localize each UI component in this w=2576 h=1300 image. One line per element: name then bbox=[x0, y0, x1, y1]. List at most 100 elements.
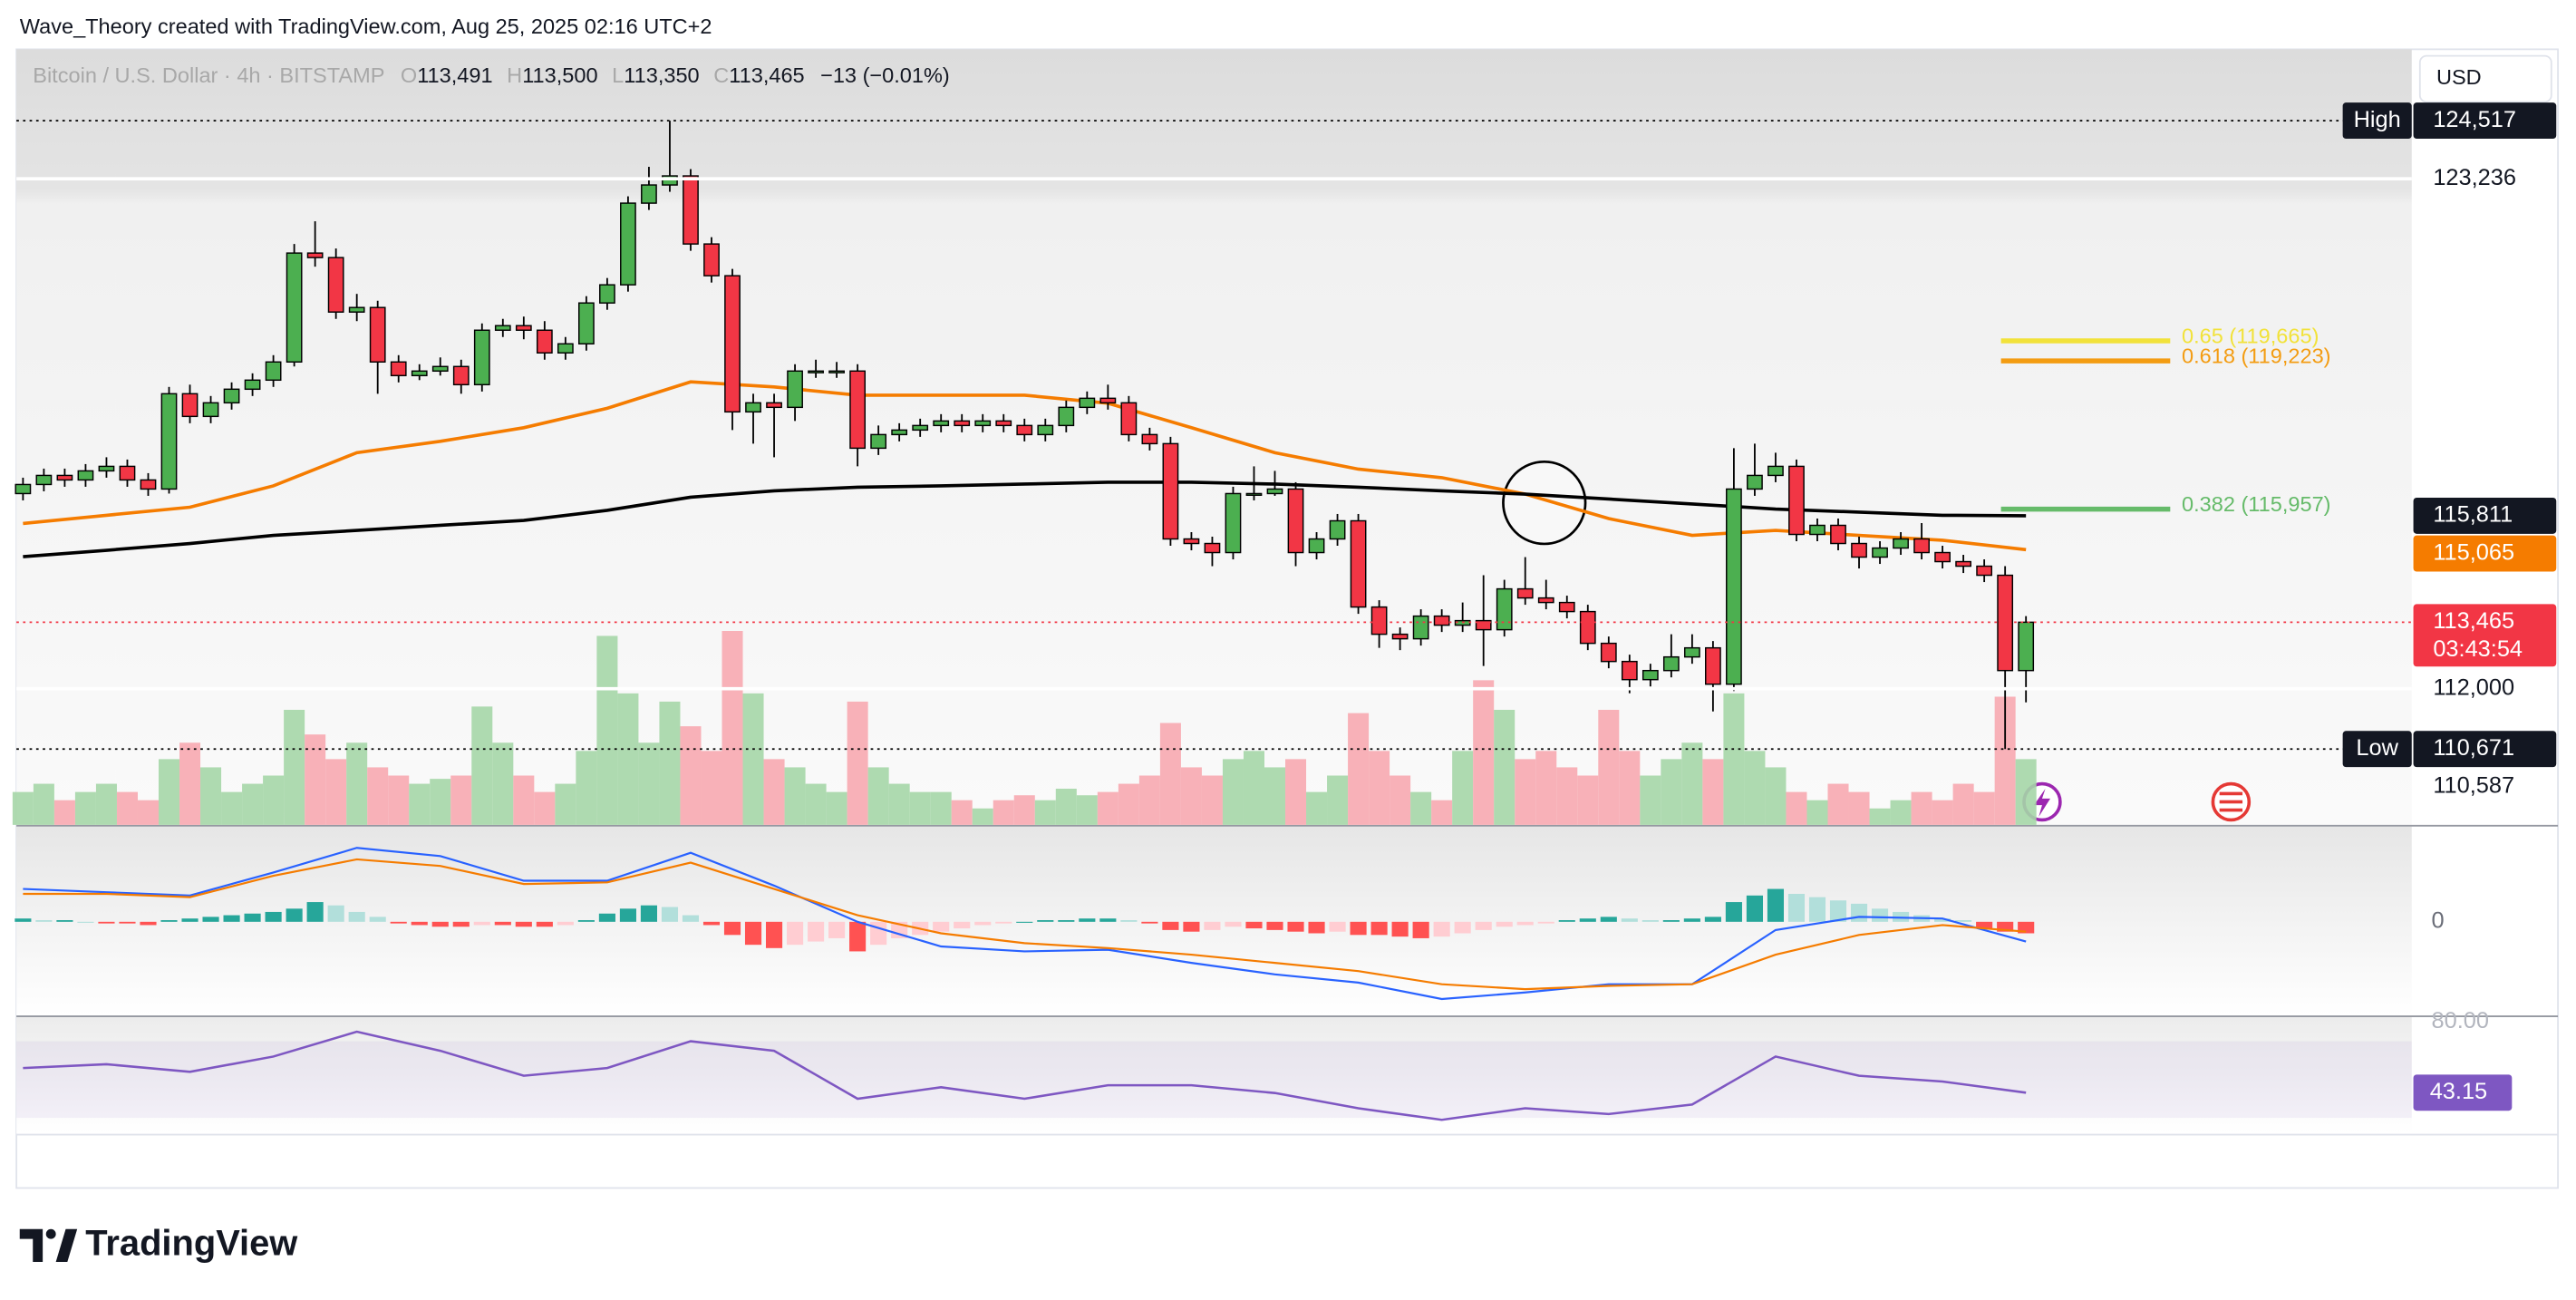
volume-bar bbox=[680, 726, 702, 825]
macd-histogram-bar bbox=[1537, 921, 1554, 924]
macd-histogram-bar bbox=[723, 921, 741, 936]
macd-histogram-bar bbox=[1058, 920, 1075, 922]
rsi-tick-label: 80.00 bbox=[2432, 1008, 2489, 1033]
volume-bar bbox=[1097, 791, 1119, 825]
candle-body bbox=[1705, 646, 1721, 685]
macd-histogram-bar bbox=[1934, 918, 1951, 922]
volume-bar bbox=[1180, 767, 1202, 825]
macd-histogram-bar bbox=[1683, 918, 1700, 922]
candle-body bbox=[1662, 655, 1680, 672]
macd-histogram-bar bbox=[1704, 917, 1721, 922]
candle-body bbox=[35, 474, 53, 486]
candle-body bbox=[1913, 538, 1930, 554]
price-marker-box bbox=[2413, 160, 2557, 198]
macd-histogram-bar bbox=[974, 921, 992, 926]
macd-histogram-bar bbox=[35, 920, 53, 922]
volume-bar bbox=[1285, 759, 1307, 825]
logo-mark bbox=[45, 1228, 56, 1239]
candle-body bbox=[1830, 524, 1846, 545]
candle-body bbox=[599, 284, 615, 304]
legend: Bitcoin / U.S. Dollar · 4h · BITSTAMP O1… bbox=[33, 63, 950, 87]
moving-average bbox=[23, 480, 2027, 558]
volume-bar bbox=[305, 734, 326, 825]
candle-body bbox=[1475, 619, 1492, 631]
candle-body bbox=[77, 470, 94, 481]
macd-histogram-bar bbox=[1558, 920, 1575, 922]
macd-histogram-bar bbox=[265, 911, 282, 922]
candle-body bbox=[1621, 660, 1638, 681]
volume-bar bbox=[1452, 751, 1474, 825]
volume-bar bbox=[242, 783, 264, 825]
macd-histogram-bar bbox=[327, 905, 344, 922]
volume-bar bbox=[805, 783, 827, 825]
rsi-value-label: 43.15 bbox=[2430, 1079, 2487, 1104]
legend-value: 113,350 bbox=[624, 63, 699, 87]
volume-bar bbox=[1848, 791, 1870, 825]
macd-histogram-bar bbox=[1600, 917, 1617, 922]
volume-bar bbox=[763, 759, 785, 825]
legend-value: 113,500 bbox=[522, 63, 597, 87]
volume-bar bbox=[534, 791, 556, 825]
volume-bar bbox=[993, 800, 1014, 825]
signal-line bbox=[23, 858, 2027, 991]
currency-button[interactable] bbox=[2418, 54, 2552, 103]
volume-bar bbox=[1890, 800, 1912, 825]
candle-body bbox=[1266, 488, 1283, 495]
candle-body bbox=[1893, 538, 1909, 549]
macd-histogram-bar bbox=[1454, 921, 1471, 934]
volume-bar bbox=[33, 783, 54, 825]
flag-stripe bbox=[2219, 791, 2243, 796]
volume-bar bbox=[1723, 693, 1745, 825]
candle-body bbox=[1433, 615, 1450, 626]
volume-bar bbox=[1138, 775, 1160, 825]
volume-bar bbox=[1390, 775, 1411, 825]
macd-histogram-bar bbox=[702, 921, 721, 926]
volume-bar bbox=[1201, 775, 1223, 825]
price-marker-label: 113,465 bbox=[2433, 608, 2514, 634]
volume-bar bbox=[1222, 759, 1244, 825]
volume-bar bbox=[137, 800, 159, 825]
volume-bar bbox=[367, 767, 389, 825]
volume-bar bbox=[1786, 791, 1807, 825]
rsi-line bbox=[23, 1030, 2027, 1121]
macd-histogram-bar bbox=[1746, 895, 1763, 922]
candle-body bbox=[641, 184, 657, 204]
price-marker-label: 110,587 bbox=[2433, 773, 2514, 799]
credit: Wave_Theory created with TradingView.com… bbox=[20, 15, 712, 38]
macd-histogram-bar bbox=[98, 921, 115, 924]
legend-value: 113,491 bbox=[417, 63, 492, 87]
fib-label: 0.65 (119,665) bbox=[2182, 325, 2319, 348]
volume-bar bbox=[95, 783, 117, 825]
macd-histogram-bar bbox=[1287, 921, 1304, 932]
price-marker-box bbox=[2413, 604, 2557, 667]
candle-body bbox=[1516, 587, 1534, 599]
volume-bar bbox=[1243, 751, 1264, 825]
volume-bar bbox=[1702, 759, 1724, 825]
macd-histogram-bar bbox=[828, 921, 846, 938]
volume-bar bbox=[1827, 783, 1849, 825]
volume-bar bbox=[492, 742, 514, 825]
candle-body bbox=[1245, 492, 1263, 496]
candle-body bbox=[536, 329, 553, 354]
candle-body bbox=[1079, 397, 1096, 409]
volume-bar bbox=[826, 791, 847, 825]
candle-body bbox=[56, 474, 73, 481]
candle-body bbox=[431, 365, 449, 373]
macd-histogram-bar bbox=[744, 921, 762, 946]
volume-bar bbox=[701, 751, 722, 825]
candle-body bbox=[2018, 621, 2035, 672]
macd-histogram-bar bbox=[1162, 921, 1179, 930]
volume-bar bbox=[1619, 751, 1641, 825]
volume-bar bbox=[1306, 791, 1328, 825]
candle-body bbox=[1683, 646, 1700, 658]
volume-bar bbox=[1744, 751, 1766, 825]
candle-body bbox=[1767, 465, 1784, 477]
candle-body bbox=[369, 306, 386, 364]
price-marker-label: 123,236 bbox=[2433, 165, 2516, 190]
currency-label[interactable]: USD bbox=[2436, 65, 2482, 89]
brand-name: TradingView bbox=[85, 1223, 298, 1263]
price-marker-box bbox=[2413, 731, 2557, 768]
price-marker-box bbox=[2413, 768, 2557, 805]
volume-bar bbox=[1118, 783, 1139, 825]
volume-bar bbox=[576, 751, 597, 825]
